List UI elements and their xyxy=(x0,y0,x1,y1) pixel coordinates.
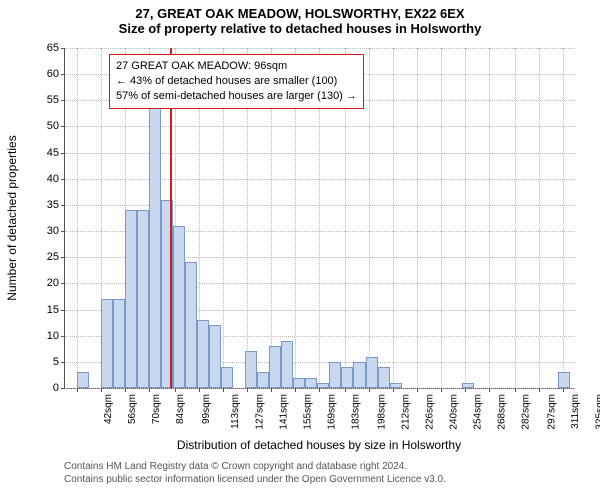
annotation-line: 27 GREAT OAK MEADOW: 96sqm xyxy=(116,59,357,74)
y-axis-label: Number of detached properties xyxy=(5,135,19,300)
histogram-bar xyxy=(221,367,233,388)
x-tick-label: 127sqm xyxy=(255,394,266,430)
histogram-bar xyxy=(257,372,269,388)
x-tick-label: 141sqm xyxy=(279,394,290,430)
plot-area: 0510152025303540455055606542sqm56sqm70sq… xyxy=(64,48,575,389)
annotation-line: 57% of semi-detached houses are larger (… xyxy=(116,89,357,104)
histogram-bar xyxy=(558,372,570,388)
histogram-bar xyxy=(245,351,257,388)
y-tick-label: 15 xyxy=(47,304,65,316)
chart-container: 27, GREAT OAK MEADOW, HOLSWORTHY, EX22 6… xyxy=(0,0,600,500)
y-tick-label: 5 xyxy=(53,356,65,368)
y-tick-label: 60 xyxy=(47,68,65,80)
y-tick-label: 0 xyxy=(53,382,65,394)
x-tick-label: 212sqm xyxy=(401,394,412,430)
x-tick-label: 198sqm xyxy=(376,394,387,430)
x-tick-label: 282sqm xyxy=(521,394,532,430)
histogram-bar xyxy=(125,210,137,388)
histogram-bar xyxy=(366,357,378,388)
y-tick-label: 45 xyxy=(47,147,65,159)
gridline-vertical xyxy=(515,48,516,388)
x-tick-label: 254sqm xyxy=(473,394,484,430)
x-tick-label: 113sqm xyxy=(230,394,241,429)
histogram-bar xyxy=(353,362,365,388)
x-tick-label: 325sqm xyxy=(595,394,600,430)
y-tick-label: 50 xyxy=(47,120,65,132)
histogram-bar xyxy=(149,95,161,388)
y-tick-label: 20 xyxy=(47,277,65,289)
histogram-bar xyxy=(77,372,89,388)
y-tick-label: 35 xyxy=(47,199,65,211)
histogram-bar xyxy=(173,226,185,388)
histogram-bar xyxy=(329,362,341,388)
chart-title-1: 27, GREAT OAK MEADOW, HOLSWORTHY, EX22 6… xyxy=(0,0,600,21)
y-tick-label: 30 xyxy=(47,225,65,237)
footer-attribution: Contains HM Land Registry data © Crown c… xyxy=(64,460,446,486)
y-tick-label: 65 xyxy=(47,42,65,54)
x-tick-label: 42sqm xyxy=(103,394,114,424)
gridline-vertical xyxy=(489,48,490,388)
histogram-bar xyxy=(305,378,317,388)
y-tick-label: 55 xyxy=(47,94,65,106)
x-tick-label: 183sqm xyxy=(351,394,362,430)
x-tick-label: 99sqm xyxy=(201,394,212,424)
footer-line-2: Contains public sector information licen… xyxy=(64,473,446,486)
y-tick-label: 25 xyxy=(47,251,65,263)
gridline-vertical xyxy=(465,48,466,388)
histogram-bar xyxy=(269,346,281,388)
y-tick-label: 40 xyxy=(47,173,65,185)
x-tick-label: 268sqm xyxy=(497,394,508,430)
histogram-bar xyxy=(317,383,329,388)
x-tick-label: 155sqm xyxy=(303,394,314,430)
histogram-bar xyxy=(185,262,197,388)
histogram-bar xyxy=(293,378,305,388)
histogram-bar xyxy=(281,341,293,388)
histogram-bar xyxy=(378,367,390,388)
gridline-vertical xyxy=(77,48,78,388)
gridline-vertical xyxy=(563,48,564,388)
x-tick-label: 240sqm xyxy=(449,394,460,430)
histogram-bar xyxy=(209,325,221,388)
x-axis-label: Distribution of detached houses by size … xyxy=(64,438,574,452)
x-tick-label: 70sqm xyxy=(151,394,162,424)
histogram-bar xyxy=(197,320,209,388)
histogram-bar xyxy=(462,383,474,388)
gridline-vertical xyxy=(539,48,540,388)
histogram-bar xyxy=(341,367,353,388)
histogram-bar xyxy=(390,383,402,388)
x-tick-label: 84sqm xyxy=(175,394,186,424)
gridline-vertical xyxy=(417,48,418,388)
x-tick-label: 169sqm xyxy=(327,394,338,430)
annotation-line: ← 43% of detached houses are smaller (10… xyxy=(116,74,357,89)
x-tick-label: 56sqm xyxy=(127,394,138,424)
x-tick-label: 311sqm xyxy=(570,394,581,429)
y-tick-label: 10 xyxy=(47,330,65,342)
histogram-bar xyxy=(101,299,113,388)
gridline-vertical xyxy=(369,48,370,388)
histogram-bar xyxy=(137,210,149,388)
gridline-vertical xyxy=(393,48,394,388)
chart-title-2: Size of property relative to detached ho… xyxy=(0,21,600,36)
footer-line-1: Contains HM Land Registry data © Crown c… xyxy=(64,460,446,473)
annotation-box: 27 GREAT OAK MEADOW: 96sqm← 43% of detac… xyxy=(109,54,364,109)
x-tick-label: 297sqm xyxy=(546,394,557,430)
x-tick-label: 226sqm xyxy=(425,394,436,430)
histogram-bar xyxy=(113,299,125,388)
gridline-vertical xyxy=(441,48,442,388)
